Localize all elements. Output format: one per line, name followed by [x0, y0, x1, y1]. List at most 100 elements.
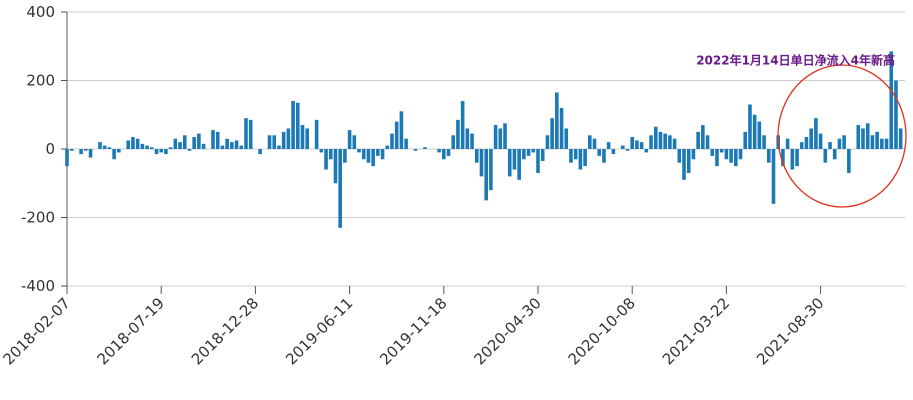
bar [898, 128, 903, 149]
bar [672, 138, 677, 149]
bar [352, 135, 357, 149]
y-tick-label: 200 [26, 72, 55, 90]
y-tick-label: 0 [45, 140, 55, 158]
x-tick-label: 2018-07-19 [94, 294, 168, 368]
bar [705, 135, 710, 149]
bar [230, 142, 234, 149]
y-tick-label: -200 [21, 209, 55, 227]
bar [743, 131, 748, 149]
bar [437, 149, 441, 153]
bar [611, 149, 616, 155]
bar [394, 121, 399, 149]
bar [102, 145, 107, 149]
x-tick-label: 2019-06-11 [282, 294, 356, 368]
bar [211, 130, 215, 149]
bar [357, 149, 361, 153]
bar [281, 131, 286, 149]
bar [823, 149, 828, 163]
bar [540, 149, 545, 161]
bar [489, 149, 493, 191]
bar [569, 149, 573, 163]
bar [592, 138, 597, 149]
bar [630, 137, 634, 149]
bar [376, 149, 380, 156]
bar [333, 149, 338, 184]
bar [818, 133, 823, 149]
bar [258, 149, 262, 155]
bar [112, 149, 116, 160]
bar [804, 137, 809, 149]
x-tick-label: 2020-10-08 [565, 294, 639, 368]
bar [314, 119, 319, 149]
bar [479, 149, 484, 177]
bar [286, 128, 291, 149]
bar [861, 128, 865, 149]
bar [889, 51, 894, 150]
bar [460, 101, 465, 149]
bar [837, 138, 842, 149]
bar [564, 128, 569, 149]
bar [847, 149, 851, 173]
bar [658, 131, 663, 149]
annotation: 2022年1月14日单日净流入4年新高 [696, 53, 895, 68]
bar [88, 149, 93, 158]
x-tick-label: 2021-08-30 [753, 294, 827, 368]
bar [545, 135, 550, 149]
bar [300, 125, 305, 149]
bar [328, 149, 333, 160]
bar [517, 149, 521, 180]
bar [145, 145, 149, 149]
bar [366, 149, 371, 163]
bar [677, 149, 682, 163]
bar [734, 149, 738, 167]
bar [267, 135, 272, 149]
bar [507, 149, 512, 177]
bar [197, 133, 201, 149]
bar [559, 107, 564, 149]
bar [182, 135, 187, 149]
bar [220, 145, 225, 149]
bar [875, 131, 879, 149]
bar [225, 138, 229, 149]
bar [884, 138, 889, 149]
bar [126, 140, 131, 149]
bar [201, 143, 206, 149]
bar [856, 125, 861, 149]
bar [668, 135, 672, 149]
bar [785, 138, 790, 149]
bar [799, 142, 804, 149]
bar [324, 149, 328, 170]
y-tick-label: 400 [26, 3, 55, 21]
bar [536, 149, 540, 173]
bar [413, 149, 418, 151]
bar [578, 149, 583, 170]
bar [295, 102, 300, 149]
bar [456, 119, 460, 149]
x-tick-label: 2019-11-18 [376, 294, 450, 368]
bar [484, 149, 488, 201]
bar [446, 149, 451, 156]
bar [470, 133, 474, 149]
bar [748, 104, 752, 149]
bar [498, 128, 503, 149]
bar [347, 130, 352, 149]
bar [602, 149, 606, 163]
bar [880, 138, 884, 149]
bar [451, 135, 456, 149]
bar [526, 149, 531, 156]
bar [701, 125, 705, 149]
bar [682, 149, 686, 180]
bar [625, 149, 630, 151]
bar [606, 142, 611, 149]
bar [399, 111, 404, 149]
bar [361, 149, 366, 160]
bar [338, 149, 342, 228]
bar [686, 149, 691, 173]
highlight-ellipse [777, 64, 907, 208]
bar [715, 149, 719, 167]
bar [644, 149, 649, 153]
bar [135, 138, 140, 149]
bar [573, 149, 578, 160]
bar [371, 149, 375, 167]
